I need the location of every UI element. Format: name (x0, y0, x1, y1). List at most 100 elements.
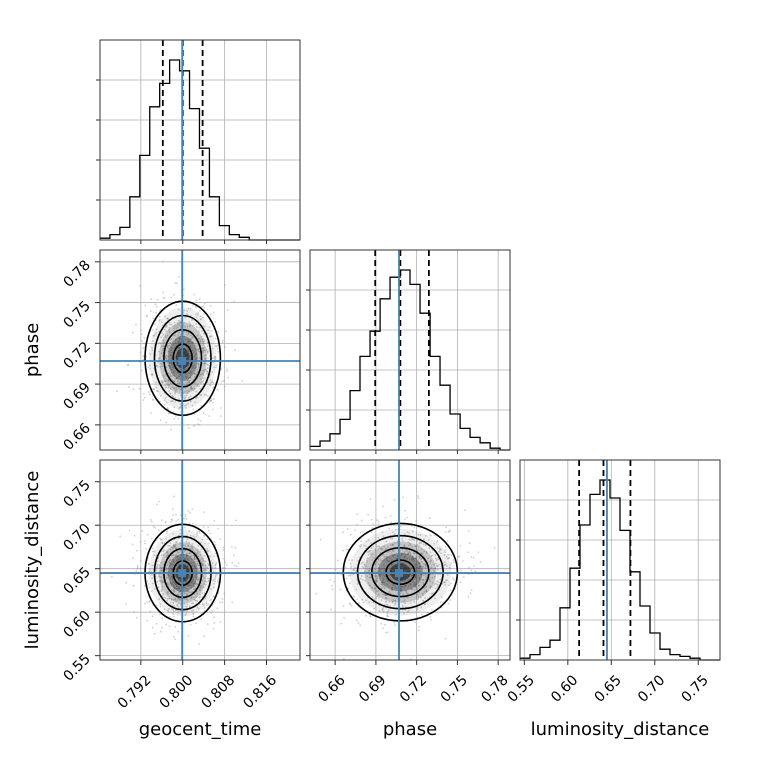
joint-geocent-time-luminosity-distance-sample-point (153, 550, 156, 553)
joint-geocent-time-phase-sample-point (142, 393, 145, 395)
joint-phase-luminosity-distance-sample-point (425, 550, 428, 553)
joint-geocent-time-luminosity-distance-sample-point (175, 585, 178, 588)
joint-geocent-time-luminosity-distance-sample-point (184, 605, 187, 608)
joint-geocent-time-phase-sample-point (176, 377, 178, 379)
joint-phase-luminosity-distance-sample-point (411, 546, 414, 548)
joint-phase-luminosity-distance-sample-point (434, 597, 436, 600)
joint-geocent-time-luminosity-distance-sample-point (178, 587, 180, 590)
joint-phase-luminosity-distance-sample-point (410, 558, 413, 561)
joint-geocent-time-phase-sample-point (170, 296, 173, 299)
joint-phase-luminosity-distance-sample-point (407, 578, 410, 581)
joint-geocent-time-luminosity-distance-sample-point (217, 578, 220, 580)
joint-phase-luminosity-distance-sample-point (371, 549, 374, 552)
joint-geocent-time-phase-sample-point (200, 318, 202, 320)
joint-phase-luminosity-distance-sample-point (388, 575, 390, 577)
joint-phase-luminosity-distance-sample-point (400, 586, 402, 589)
joint-geocent-time-phase-sample-point (169, 355, 172, 357)
joint-geocent-time-phase-sample-point (189, 346, 192, 348)
joint-geocent-time-phase-sample-point (189, 323, 192, 326)
joint-phase-luminosity-distance-sample-point (383, 587, 386, 590)
joint-phase-luminosity-distance-sample-point (429, 577, 431, 579)
joint-geocent-time-luminosity-distance-sample-point (179, 598, 182, 601)
joint-geocent-time-phase-sample-point (188, 390, 191, 393)
hist-luminosity-distance-steps (520, 479, 720, 661)
joint-geocent-time-phase-sample-point (186, 367, 189, 370)
joint-geocent-time-phase-sample-point (211, 380, 214, 383)
joint-phase-luminosity-distance-sample-point (395, 557, 398, 560)
joint-geocent-time-phase-sample-point (168, 364, 171, 367)
joint-phase-luminosity-distance-sample-point (380, 622, 383, 625)
joint-geocent-time-phase-sample-point (138, 387, 141, 390)
joint-phase-luminosity-distance-sample-point (380, 581, 383, 584)
joint-phase-luminosity-distance-sample-point (462, 576, 465, 578)
joint-geocent-time-phase-sample-point (190, 386, 193, 388)
joint-geocent-time-phase-sample-point (221, 380, 223, 383)
joint-phase-luminosity-distance-sample-point (430, 592, 433, 595)
joint-geocent-time-luminosity-distance-sample-point (160, 566, 163, 569)
joint-geocent-time-luminosity-distance-sample-point (203, 580, 206, 583)
joint-phase-luminosity-distance-sample-point (394, 600, 396, 602)
joint-phase-luminosity-distance-sample-point (375, 597, 377, 599)
joint-geocent-time-phase-sample-point (170, 346, 173, 349)
joint-geocent-time-phase-sample-point (177, 350, 179, 353)
joint-geocent-time-luminosity-distance-sample-point (136, 549, 138, 552)
joint-geocent-time-phase-sample-point (198, 385, 200, 388)
joint-phase-luminosity-distance-sample-point (423, 587, 426, 589)
joint-geocent-time-luminosity-distance-sample-point (166, 569, 168, 571)
joint-geocent-time-phase-sample-point (156, 366, 159, 368)
joint-phase-luminosity-distance-sample-point (444, 584, 447, 586)
joint-phase-luminosity-distance-sample-point (389, 537, 392, 540)
joint-phase-luminosity-distance-sample-point (401, 577, 404, 580)
joint-geocent-time-phase-sample-point (173, 406, 176, 409)
joint-phase-luminosity-distance-sample-point (417, 595, 420, 598)
joint-geocent-time-phase-sample-point (192, 341, 194, 344)
joint-phase-luminosity-distance-sample-point (417, 562, 420, 564)
joint-phase-luminosity-distance-sample-point (369, 584, 371, 587)
joint-phase-luminosity-distance-sample-point (429, 616, 432, 618)
joint-phase-luminosity-distance-sample-point (363, 565, 366, 567)
joint-geocent-time-luminosity-distance-sample-point (214, 580, 216, 583)
joint-phase-luminosity-distance-sample-point (349, 602, 351, 605)
joint-geocent-time-phase-sample-point (192, 366, 194, 369)
joint-geocent-time-luminosity-distance-sample-point (176, 593, 179, 596)
joint-geocent-time-phase-sample-point (173, 386, 176, 389)
joint-geocent-time-luminosity-distance-sample-point (161, 617, 164, 620)
joint-geocent-time-luminosity-distance-sample-point (166, 563, 169, 565)
joint-geocent-time-luminosity-distance-sample-point (213, 582, 216, 585)
joint-geocent-time-phase-sample-point (161, 365, 164, 368)
joint-geocent-time-phase-sample-point (188, 341, 191, 343)
joint-geocent-time-phase-sample-point (176, 321, 179, 324)
joint-phase-luminosity-distance-sample-point (474, 570, 477, 573)
joint-phase-luminosity-distance-sample-point (346, 587, 349, 589)
joint-geocent-time-phase-sample-point (152, 334, 155, 337)
joint-phase-luminosity-distance-sample-point (411, 555, 414, 558)
joint-geocent-time-phase-sample-point (203, 361, 206, 364)
joint-geocent-time-phase-sample-point (193, 425, 195, 428)
joint-geocent-time-luminosity-distance-sample-point (171, 547, 174, 550)
joint-phase-luminosity-distance-sample-point (365, 599, 368, 602)
joint-geocent-time-luminosity-distance-sample-point (188, 530, 191, 533)
joint-phase-luminosity-distance-sample-point (423, 550, 426, 553)
joint-phase-luminosity-distance-sample-point (417, 598, 419, 600)
joint-geocent-time-luminosity-distance-sample-point (150, 537, 153, 540)
xtick-label-luminosity-distance-1: 0.60 (548, 672, 581, 705)
joint-phase-luminosity-distance-sample-point (399, 525, 402, 528)
joint-geocent-time-luminosity-distance-sample-point (199, 550, 202, 553)
joint-phase-luminosity-distance-sample-point (391, 587, 394, 589)
joint-geocent-time-phase-sample-point (189, 345, 192, 348)
joint-geocent-time-luminosity-distance-sample-point (187, 634, 190, 637)
joint-phase-luminosity-distance-sample-point (407, 610, 409, 613)
joint-geocent-time-luminosity-distance-sample-point (170, 563, 173, 565)
joint-geocent-time-luminosity-distance-sample-point (183, 592, 186, 594)
joint-phase-luminosity-distance-sample-point (383, 555, 386, 558)
joint-geocent-time-luminosity-distance-sample-point (162, 580, 165, 583)
joint-geocent-time-luminosity-distance-sample-point (185, 552, 188, 555)
joint-geocent-time-luminosity-distance-sample-point (207, 550, 210, 552)
joint-geocent-time-phase-sample-point (169, 374, 172, 376)
joint-phase-luminosity-distance-sample-point (373, 557, 376, 560)
joint-phase-luminosity-distance-sample-point (387, 615, 390, 618)
joint-phase-luminosity-distance-sample-point (401, 606, 404, 608)
joint-phase-luminosity-distance-sample-point (356, 598, 358, 600)
joint-geocent-time-luminosity-distance-sample-point (203, 526, 206, 528)
joint-phase-luminosity-distance-sample-point (392, 549, 394, 552)
